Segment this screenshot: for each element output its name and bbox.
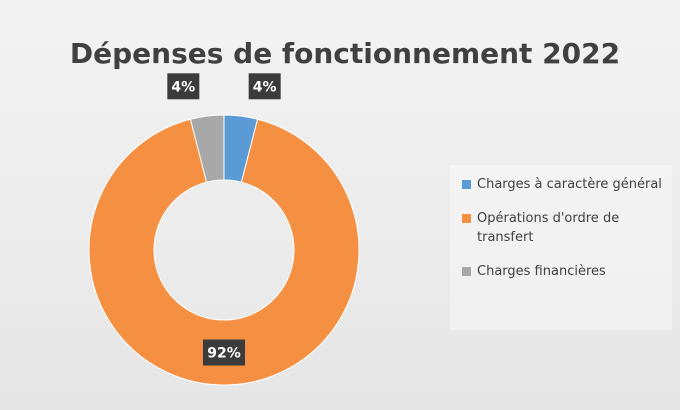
data-label-box <box>167 73 200 100</box>
legend-swatch <box>462 180 471 189</box>
legend-swatch <box>462 214 471 223</box>
legend-label: Opérations d'ordre de transfert <box>477 211 620 245</box>
legend: Charges à caractère général Opérations d'… <box>450 165 672 330</box>
legend-label: Charges financières <box>477 264 606 279</box>
data-label: 4% <box>167 73 200 100</box>
chart-title: Dépenses de fonctionnement 2022 <box>70 37 620 70</box>
legend-swatch <box>462 267 471 276</box>
legend-entry: Opérations d'ordre de transfert <box>458 209 664 247</box>
legend-entry: Charges à caractère général <box>458 175 664 194</box>
data-label-box <box>248 73 281 100</box>
data-label-text: 4% <box>171 79 195 95</box>
legend-label: Charges à caractère général <box>477 177 662 192</box>
data-label-text: 92% <box>207 346 241 362</box>
data-label: 4% <box>248 73 281 100</box>
legend-entry: Charges financières <box>458 262 664 281</box>
data-label-text: 4% <box>253 79 277 95</box>
data-label-box <box>203 339 245 366</box>
donut-slice <box>88 118 360 386</box>
data-label: 92% <box>203 339 245 366</box>
donut-slice <box>189 114 225 183</box>
